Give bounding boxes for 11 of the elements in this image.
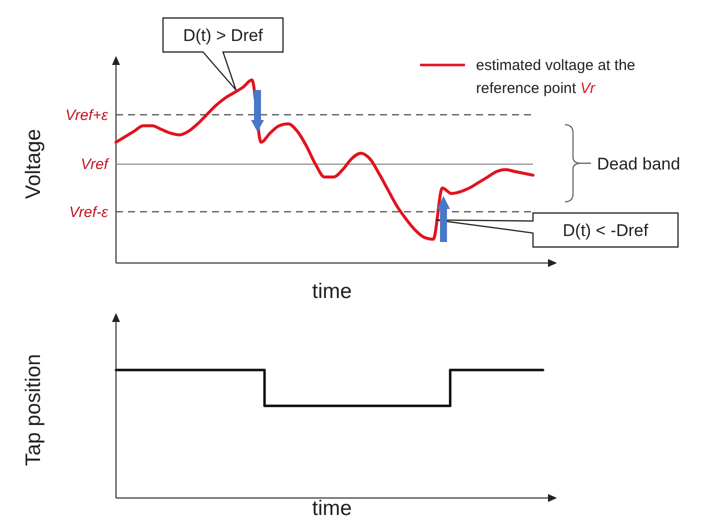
ref-line-label: Vref-ε [69,204,108,221]
y-axis-title: Voltage [22,128,45,200]
y-axis-title: Tap position [22,354,45,466]
legend-label: estimated voltage at the reference point Vr [476,57,636,97]
text: Dead band [597,154,680,174]
ref-line-label: Vref+ε [65,106,108,124]
x-axis-title: time [312,280,352,303]
text: D(t) > Dref [183,26,264,45]
text: D(t) < -Dref [562,221,649,240]
ref-line-label: Vref [80,156,110,174]
x-axis-title: time [312,497,352,520]
